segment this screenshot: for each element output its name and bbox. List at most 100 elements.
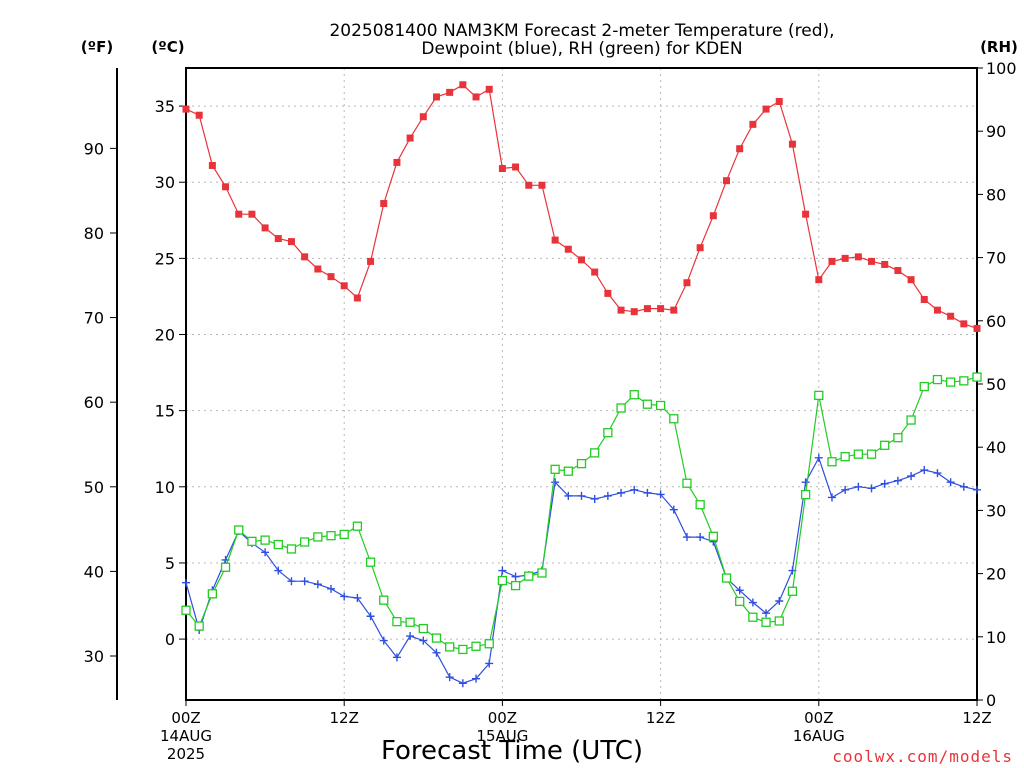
dewpoint-point <box>182 578 190 587</box>
data-series <box>181 81 982 688</box>
dewpoint-point <box>959 482 968 491</box>
dewpoint-point <box>854 482 863 491</box>
rh-point <box>695 500 705 510</box>
temperature-point <box>749 120 757 128</box>
temperature-point <box>736 145 744 153</box>
temperature-point <box>973 324 981 332</box>
dewpoint-point <box>327 584 336 593</box>
dewpoint-point <box>485 659 494 668</box>
rh-point <box>840 452 850 462</box>
rh-point <box>339 529 349 540</box>
dewpoint-point <box>893 476 902 485</box>
rh-point <box>234 525 244 535</box>
temperature-point <box>828 257 836 265</box>
rh-point <box>945 377 956 387</box>
temperature-line <box>185 84 978 329</box>
temperature-point <box>327 273 335 281</box>
dewpoint-point <box>841 485 850 494</box>
rh-line <box>185 376 978 651</box>
rh-point <box>379 595 389 605</box>
temperature-point <box>525 181 533 189</box>
temperature-point <box>617 306 625 314</box>
temperature-point <box>920 295 928 303</box>
dewpoint-point <box>366 612 375 621</box>
watermark: coolwx.com/models <box>832 747 1013 766</box>
dewpoint-point <box>669 505 678 514</box>
temperature-point <box>261 224 269 232</box>
rh-point <box>458 644 468 655</box>
dewpoint-point <box>432 648 441 657</box>
temperature-point <box>512 163 520 171</box>
celsius-tick-label: 0 <box>165 630 175 649</box>
x-tick-label: 12Z <box>962 709 991 727</box>
rh-point <box>629 390 639 400</box>
temperature-point <box>815 276 823 284</box>
dewpoint-point <box>682 533 691 542</box>
dewpoint-point <box>274 566 283 575</box>
rh-point <box>880 440 890 450</box>
rh-tick-label: 50 <box>986 375 1006 394</box>
dewpoint-point <box>801 478 810 487</box>
rh-point <box>471 641 481 651</box>
rh-point <box>418 623 428 634</box>
chart-title-line1: 2025081400 NAM3KM Forecast 2-meter Tempe… <box>329 21 834 41</box>
x-tick-date-label: 14AUG <box>160 727 212 745</box>
temperature-point <box>802 210 810 218</box>
plot-frame <box>185 67 978 701</box>
dewpoint-point <box>379 636 388 645</box>
dewpoint-point <box>261 548 270 557</box>
temperature-point <box>340 282 348 290</box>
x-tick-label: 00Z <box>488 709 517 727</box>
rh-point <box>352 521 363 531</box>
dewpoint-point <box>775 597 784 606</box>
temperature-point <box>696 244 704 252</box>
rh-point <box>299 537 310 547</box>
fahrenheit-tick-label: 70 <box>84 309 104 328</box>
rh-tick-label: 30 <box>986 501 1006 520</box>
temperature-point <box>538 181 546 189</box>
x-axis-label: Forecast Time (UTC) <box>381 736 643 766</box>
temperature-point <box>498 165 506 173</box>
rh-point <box>220 562 231 572</box>
rh-point <box>260 535 270 545</box>
temperature-point <box>472 93 480 101</box>
rh-point <box>761 617 771 627</box>
dewpoint-point <box>920 466 929 475</box>
dewpoint-point <box>472 674 481 683</box>
rh-point <box>431 633 442 643</box>
rh-point <box>814 390 824 401</box>
rh-point <box>181 605 191 615</box>
dewpoint-point <box>814 453 823 462</box>
rh-point <box>708 531 718 541</box>
temperature-point <box>933 306 941 314</box>
rh-point <box>365 557 376 567</box>
dewpoint-point <box>603 491 612 500</box>
rh-point <box>800 489 811 500</box>
fahrenheit-tick-label: 50 <box>84 478 104 497</box>
dewpoint-point <box>907 472 916 481</box>
temperature-point <box>235 210 243 218</box>
rh-point <box>721 573 732 583</box>
rh-point <box>735 596 745 607</box>
rh-point <box>445 642 455 652</box>
dewpoint-point <box>933 469 942 478</box>
temperature-point <box>367 257 375 265</box>
rh-point <box>484 639 494 649</box>
rh-point <box>576 458 587 469</box>
dewpoint-point <box>300 577 309 586</box>
dewpoint-point <box>564 491 573 500</box>
temperature-point <box>195 111 203 119</box>
rh-point <box>524 571 534 581</box>
dewpoint-point <box>880 479 889 488</box>
rh-point <box>392 616 402 627</box>
rh-point <box>550 464 560 474</box>
temperature-point <box>208 161 216 169</box>
chart-title-line2: Dewpoint (blue), RH (green) for KDEN <box>421 39 742 59</box>
temperature-point <box>578 256 585 264</box>
rh-tick-label: 70 <box>986 249 1006 268</box>
temperature-point <box>287 238 295 246</box>
dewpoint-point <box>656 490 665 499</box>
temperature-point <box>960 320 968 328</box>
rh-point <box>932 374 943 385</box>
fahrenheit-tick-label: 80 <box>84 224 104 243</box>
